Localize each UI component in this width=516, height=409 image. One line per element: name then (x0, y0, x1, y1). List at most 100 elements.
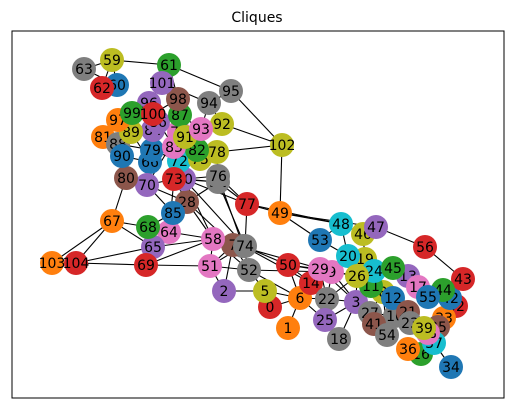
node-5: 5 (253, 279, 277, 303)
node-label-5: 5 (261, 284, 270, 300)
node-label-0: 0 (266, 300, 275, 316)
node-67: 67 (100, 209, 124, 233)
node-90: 90 (110, 144, 134, 168)
node-label-69: 69 (137, 258, 155, 274)
node-63: 63 (72, 57, 96, 81)
node-label-76: 76 (209, 169, 227, 185)
node-circle-100 (141, 102, 165, 126)
node-label-54: 54 (378, 328, 396, 344)
node-52: 52 (237, 258, 261, 282)
node-label-2: 2 (220, 284, 229, 300)
node-68: 68 (136, 215, 160, 239)
node-label-101: 101 (149, 76, 176, 92)
node-51: 51 (198, 254, 222, 278)
node-103: 103 (39, 251, 65, 275)
node-79: 79 (140, 138, 164, 162)
node-label-94: 94 (200, 96, 218, 112)
node-label-26: 26 (348, 269, 366, 285)
node-label-22: 22 (318, 292, 336, 308)
node-101: 101 (149, 71, 176, 95)
node-70: 70 (135, 173, 159, 197)
node-65: 65 (141, 235, 165, 259)
node-label-62: 62 (93, 81, 111, 97)
node-circle-12 (381, 286, 405, 310)
node-circle-18 (327, 327, 351, 351)
node-circle-52 (237, 258, 261, 282)
node-circle-70 (135, 173, 159, 197)
node-78: 78 (205, 140, 229, 164)
node-circle-78 (205, 140, 229, 164)
node-label-91: 91 (176, 130, 194, 146)
edge-77-48 (246, 203, 342, 225)
node-circle-54 (375, 323, 399, 347)
node-label-73: 73 (165, 172, 183, 188)
node-label-95: 95 (222, 84, 240, 100)
node-label-55: 55 (419, 290, 437, 306)
node-34: 34 (439, 355, 463, 379)
node-circle-95 (219, 79, 243, 103)
node-circle-20 (336, 244, 360, 268)
node-100: 100 (140, 102, 166, 126)
node-circle-51 (198, 254, 222, 278)
node-99: 99 (120, 101, 144, 125)
node-104: 104 (63, 251, 89, 275)
node-label-74: 74 (236, 239, 254, 255)
node-76: 76 (206, 164, 230, 188)
node-circle-79 (140, 138, 164, 162)
node-73: 73 (162, 167, 186, 191)
node-circle-93 (189, 117, 213, 141)
node-43: 43 (451, 267, 475, 291)
node-label-65: 65 (144, 240, 162, 256)
node-95: 95 (219, 79, 243, 103)
node-26: 26 (345, 264, 369, 288)
node-61: 61 (157, 53, 181, 77)
node-54: 54 (375, 323, 399, 347)
node-circle-36 (396, 337, 420, 361)
node-circle-102 (270, 133, 294, 157)
node-label-52: 52 (240, 263, 258, 279)
node-22: 22 (315, 287, 339, 311)
node-circle-68 (136, 215, 160, 239)
node-2: 2 (212, 279, 236, 303)
node-circle-45 (381, 256, 405, 280)
node-circle-26 (345, 264, 369, 288)
figure-title: Cliques (231, 10, 282, 26)
node-39: 39 (412, 316, 436, 340)
node-label-59: 59 (103, 53, 121, 69)
node-label-102: 102 (269, 138, 296, 154)
node-label-61: 61 (160, 58, 178, 74)
node-92: 92 (210, 112, 234, 136)
node-label-63: 63 (75, 62, 93, 78)
node-label-85: 85 (164, 206, 182, 222)
node-circle-99 (120, 101, 144, 125)
node-label-70: 70 (138, 178, 156, 194)
node-29: 29 (308, 257, 332, 281)
node-circle-58 (201, 227, 225, 251)
node-label-39: 39 (415, 321, 433, 337)
node-circle-34 (439, 355, 463, 379)
node-circle-49 (268, 201, 292, 225)
node-69: 69 (134, 253, 158, 277)
node-circle-67 (100, 209, 124, 233)
node-circle-5 (253, 279, 277, 303)
node-label-12: 12 (384, 291, 402, 307)
node-label-99: 99 (123, 106, 141, 122)
node-label-51: 51 (201, 259, 219, 275)
node-label-90: 90 (113, 149, 131, 165)
node-77: 77 (235, 192, 259, 216)
node-50: 50 (276, 253, 300, 277)
node-label-36: 36 (399, 342, 417, 358)
node-label-78: 78 (208, 145, 226, 161)
node-74: 74 (233, 234, 257, 258)
node-circle-61 (157, 53, 181, 77)
node-circle-63 (72, 57, 96, 81)
node-circle-65 (141, 235, 165, 259)
node-label-68: 68 (139, 220, 157, 236)
node-circle-94 (197, 91, 221, 115)
node-label-25: 25 (316, 313, 334, 329)
node-circle-104 (64, 251, 88, 275)
node-circle-48 (329, 212, 353, 236)
node-label-48: 48 (332, 217, 350, 233)
node-label-9: 9 (328, 265, 337, 281)
